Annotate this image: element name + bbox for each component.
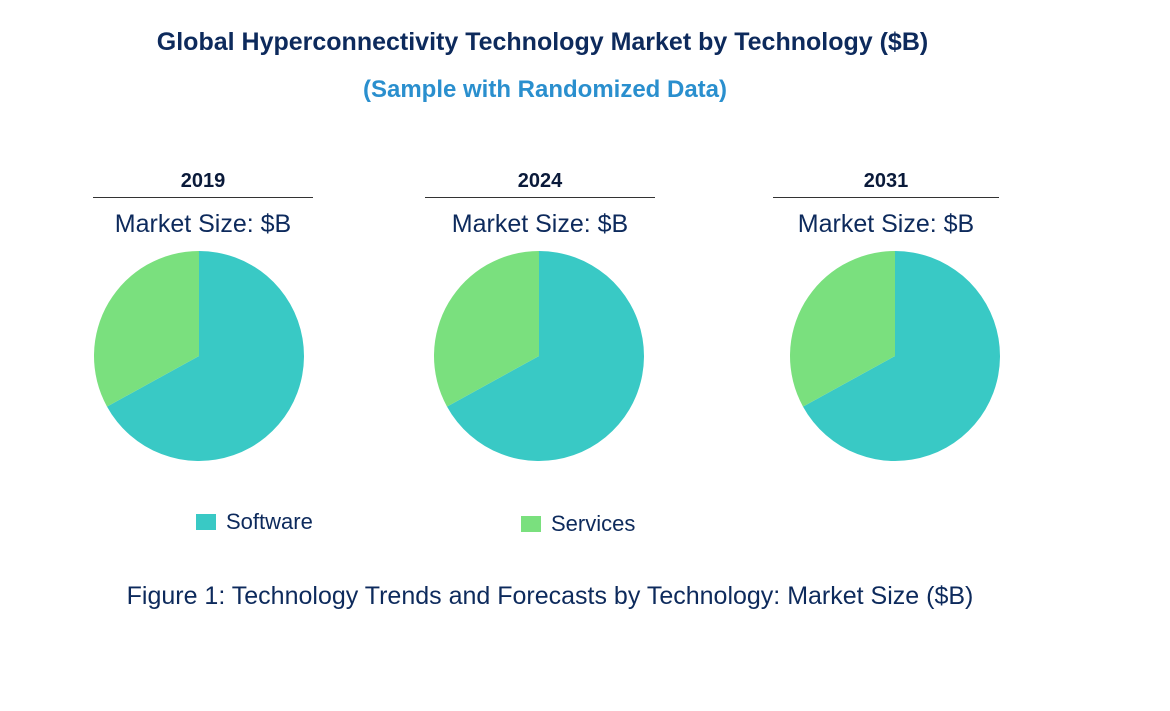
chart-subtitle: (Sample with Randomized Data) <box>362 76 728 103</box>
pie-year-label: 2019 <box>93 170 313 198</box>
pie-slice-software <box>106 251 305 461</box>
pie-slice-software <box>446 251 644 461</box>
pie-header-2019: 2019 Market Size: $B <box>93 170 313 239</box>
pie-slice-services <box>434 251 539 407</box>
legend-swatch-software <box>196 514 216 530</box>
chart-title: Global Hyperconnectivity Technology Mark… <box>156 28 929 56</box>
legend-swatch-services <box>521 516 541 532</box>
pie-year-label: 2024 <box>425 170 655 198</box>
legend-item-software: Software <box>196 509 313 535</box>
pie-year-label: 2031 <box>773 170 999 198</box>
market-size-label: Market Size: $B <box>797 210 975 238</box>
figure-caption: Figure 1: Technology Trends and Forecast… <box>126 582 974 610</box>
pie-slice-services <box>790 251 895 407</box>
legend-label-services: Services <box>551 511 636 536</box>
pie-chart-2019 <box>93 251 305 461</box>
pie-slice-software <box>802 251 1000 461</box>
pie-chart-2024 <box>434 251 644 461</box>
market-size-label: Market Size: $B <box>114 210 292 238</box>
pie-chart-2031 <box>790 251 1000 461</box>
legend-item-services: Services <box>521 511 635 537</box>
pie-header-2024: 2024 Market Size: $B <box>425 170 655 239</box>
pie-slice-services <box>93 251 199 407</box>
market-size-label: Market Size: $B <box>451 210 629 238</box>
pie-header-2031: 2031 Market Size: $B <box>773 170 999 239</box>
legend-label-software: Software <box>226 509 313 534</box>
